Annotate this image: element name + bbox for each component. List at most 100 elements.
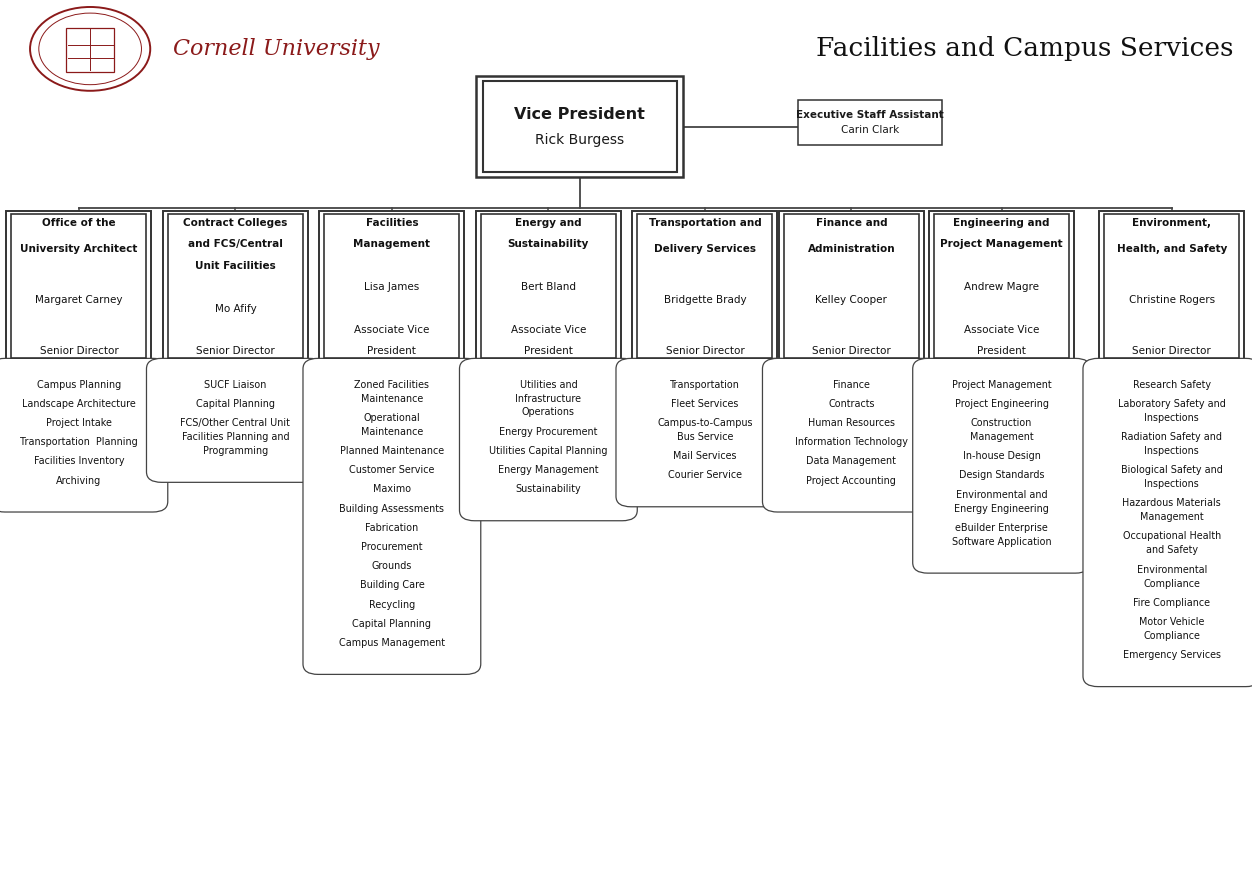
Text: Finance and: Finance and — [815, 218, 888, 228]
Text: Motor Vehicle: Motor Vehicle — [1139, 617, 1204, 627]
Text: Biological Safety and: Biological Safety and — [1121, 465, 1223, 475]
Text: Bus Service: Bus Service — [676, 432, 734, 442]
Text: Delivery Services: Delivery Services — [654, 244, 756, 254]
Text: Software Application: Software Application — [952, 537, 1052, 546]
Text: Sustainability: Sustainability — [516, 485, 581, 494]
FancyBboxPatch shape — [0, 358, 168, 512]
Text: Administration: Administration — [808, 244, 895, 254]
Text: President: President — [523, 347, 573, 356]
Text: Management: Management — [1141, 512, 1203, 522]
Text: Fleet Services: Fleet Services — [671, 399, 739, 409]
Text: Facilities: Facilities — [366, 218, 418, 228]
Text: Hazardous Materials: Hazardous Materials — [1123, 498, 1221, 508]
Text: Campus Planning: Campus Planning — [36, 380, 121, 389]
Text: Design Standards: Design Standards — [959, 471, 1044, 480]
Text: Campus Management: Campus Management — [339, 638, 444, 648]
Text: Mo Afify: Mo Afify — [214, 304, 257, 313]
Text: Compliance: Compliance — [1143, 579, 1201, 588]
Text: Construction: Construction — [970, 418, 1033, 428]
Text: Archiving: Archiving — [56, 476, 101, 485]
Text: President: President — [367, 347, 417, 356]
Text: Capital Planning: Capital Planning — [352, 619, 432, 629]
FancyBboxPatch shape — [476, 77, 684, 176]
Text: Project Engineering: Project Engineering — [954, 399, 1049, 409]
Text: Senior Director: Senior Director — [813, 347, 890, 356]
Text: Maintenance: Maintenance — [361, 427, 423, 436]
Text: Landscape Architecture: Landscape Architecture — [23, 399, 135, 409]
Text: Radiation Safety and: Radiation Safety and — [1122, 432, 1222, 442]
Text: Zoned Facilities: Zoned Facilities — [354, 380, 429, 389]
FancyBboxPatch shape — [779, 210, 924, 361]
Text: Energy Procurement: Energy Procurement — [500, 427, 597, 436]
Text: Operational: Operational — [363, 413, 421, 423]
Text: Project Intake: Project Intake — [46, 418, 111, 428]
Text: Project Management: Project Management — [952, 380, 1052, 389]
Text: Courier Service: Courier Service — [667, 471, 742, 480]
Text: eBuilder Enterprise: eBuilder Enterprise — [955, 523, 1048, 533]
Text: Christine Rogers: Christine Rogers — [1129, 295, 1214, 305]
FancyBboxPatch shape — [459, 358, 637, 520]
Text: Facilities Planning and: Facilities Planning and — [182, 432, 289, 442]
Text: and Safety: and Safety — [1146, 546, 1198, 555]
FancyBboxPatch shape — [913, 358, 1090, 573]
Text: Rick Burgess: Rick Burgess — [535, 134, 625, 148]
Text: Senior Director: Senior Director — [197, 347, 274, 356]
Text: Unit Facilities: Unit Facilities — [195, 261, 275, 271]
Text: Facilities and Campus Services: Facilities and Campus Services — [816, 37, 1233, 61]
Text: Human Resources: Human Resources — [808, 418, 895, 428]
Text: Executive Staff Assistant: Executive Staff Assistant — [796, 110, 944, 120]
Text: Margaret Carney: Margaret Carney — [35, 295, 123, 305]
Text: Maximo: Maximo — [373, 485, 411, 494]
FancyBboxPatch shape — [762, 358, 940, 512]
Text: Engineering and: Engineering and — [953, 218, 1050, 228]
Text: Campus-to-Campus: Campus-to-Campus — [657, 418, 752, 428]
Text: Infrastructure: Infrastructure — [516, 394, 581, 403]
FancyBboxPatch shape — [934, 214, 1069, 358]
Text: Occupational Health: Occupational Health — [1123, 532, 1221, 541]
Text: Senior Director: Senior Director — [666, 347, 744, 356]
Text: Facilities Inventory: Facilities Inventory — [34, 457, 124, 466]
Text: and FCS/Central: and FCS/Central — [188, 239, 283, 250]
Text: Senior Director: Senior Director — [1133, 347, 1211, 356]
Text: Environmental and: Environmental and — [955, 490, 1048, 499]
FancyBboxPatch shape — [483, 81, 676, 173]
Text: Information Technology: Information Technology — [795, 437, 908, 447]
Text: Operations: Operations — [522, 408, 575, 417]
Text: President: President — [977, 347, 1027, 356]
Text: Kelley Cooper: Kelley Cooper — [815, 295, 888, 305]
Text: University Architect: University Architect — [20, 244, 138, 254]
Text: Carin Clark: Carin Clark — [841, 126, 899, 135]
FancyBboxPatch shape — [799, 100, 942, 145]
Text: SUCF Liaison: SUCF Liaison — [204, 380, 267, 389]
Text: Senior Director: Senior Director — [40, 347, 118, 356]
Text: Associate Vice: Associate Vice — [354, 325, 429, 335]
FancyBboxPatch shape — [1083, 358, 1252, 687]
Text: Compliance: Compliance — [1143, 631, 1201, 641]
Text: Project Accounting: Project Accounting — [806, 476, 896, 485]
Text: Inspections: Inspections — [1144, 479, 1199, 489]
FancyBboxPatch shape — [616, 358, 794, 506]
FancyBboxPatch shape — [929, 210, 1074, 361]
Text: Contract Colleges: Contract Colleges — [183, 218, 288, 228]
Text: Customer Service: Customer Service — [349, 465, 434, 475]
Text: Andrew Magre: Andrew Magre — [964, 282, 1039, 292]
FancyBboxPatch shape — [476, 210, 621, 361]
Text: Lisa James: Lisa James — [364, 282, 419, 292]
FancyBboxPatch shape — [319, 210, 464, 361]
Text: Transportation and: Transportation and — [649, 218, 761, 228]
Text: Environmental: Environmental — [1137, 565, 1207, 574]
FancyBboxPatch shape — [168, 214, 303, 358]
Text: Maintenance: Maintenance — [361, 394, 423, 403]
Text: Energy Engineering: Energy Engineering — [954, 504, 1049, 513]
Text: Associate Vice: Associate Vice — [511, 325, 586, 335]
Text: Fire Compliance: Fire Compliance — [1133, 598, 1211, 608]
Text: Laboratory Safety and: Laboratory Safety and — [1118, 399, 1226, 409]
Text: Utilities and: Utilities and — [520, 380, 577, 389]
FancyBboxPatch shape — [11, 214, 146, 358]
Text: Capital Planning: Capital Planning — [195, 399, 275, 409]
Text: Office of the: Office of the — [43, 218, 115, 228]
Text: Inspections: Inspections — [1144, 446, 1199, 456]
Text: Building Assessments: Building Assessments — [339, 504, 444, 513]
Text: Bert Bland: Bert Bland — [521, 282, 576, 292]
Text: Contracts: Contracts — [828, 399, 875, 409]
